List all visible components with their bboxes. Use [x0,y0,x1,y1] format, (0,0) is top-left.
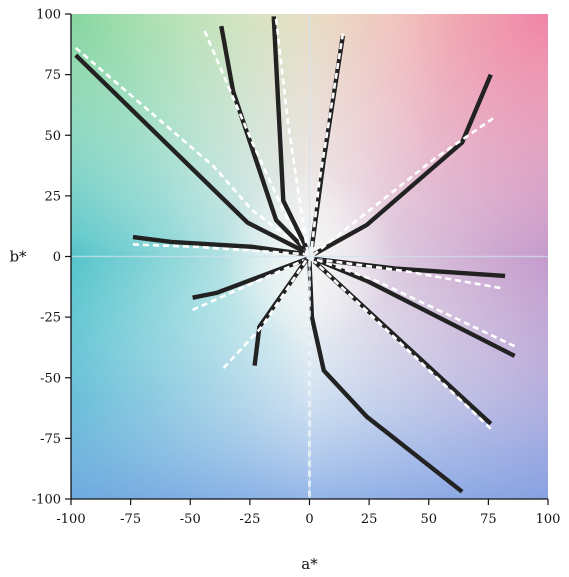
y-tick-label: 75 [44,68,61,83]
y-tick-label: 0 [53,250,61,265]
series-15-dashed-line [313,257,516,348]
series-3-dashed-line [203,30,306,250]
series-0-solid-line [74,53,306,254]
series-7-dashed-line [310,33,345,247]
x-tick-label: -100 [56,512,85,527]
series-14-solid-line [313,256,516,358]
x-tick-label: 100 [536,512,561,527]
series-1-dashed-line [74,46,306,251]
y-tick-label: -100 [32,493,61,508]
y-tick-label: -50 [40,371,61,386]
axis-labels: 100 75 50 25 0 -25 -50 -75 -100 -100 -75 -50 -25 0 25 5… [9,8,560,574]
series-layer [74,16,516,497]
x-tick-label: 50 [420,512,437,527]
series-23-dashed-line [222,258,309,369]
series-4-solid-line [271,16,310,251]
x-tick-label: -50 [180,512,201,527]
series-9-dashed-line [313,117,494,256]
x-tick-label: 75 [480,512,497,527]
y-tick-label: -25 [40,311,61,326]
series-20-solid-line [192,256,308,300]
y-tick-label: 50 [44,129,61,144]
y-tick-label: 100 [36,8,61,23]
x-tick-label: -75 [120,512,141,527]
axes [65,13,549,505]
y-axis-title: b* [9,248,27,266]
series-11-dashed-line [132,243,305,256]
x-tick-label: -25 [239,512,260,527]
x-axis-title: a* [301,555,318,573]
y-tick-label: -75 [40,432,61,447]
series-18-solid-line [307,261,464,494]
series-13-dashed-line [314,257,501,290]
series-2-solid-line [219,25,307,251]
series-10-solid-line [132,234,306,257]
y-tick-label: 25 [44,189,61,204]
x-tick-label: 0 [305,512,313,527]
series-8-solid-line [313,73,493,257]
series-21-dashed-line [192,257,308,312]
series-5-dashed-line [274,18,309,250]
series-17-dashed-line [313,260,492,430]
x-tick-label: 25 [361,512,378,527]
